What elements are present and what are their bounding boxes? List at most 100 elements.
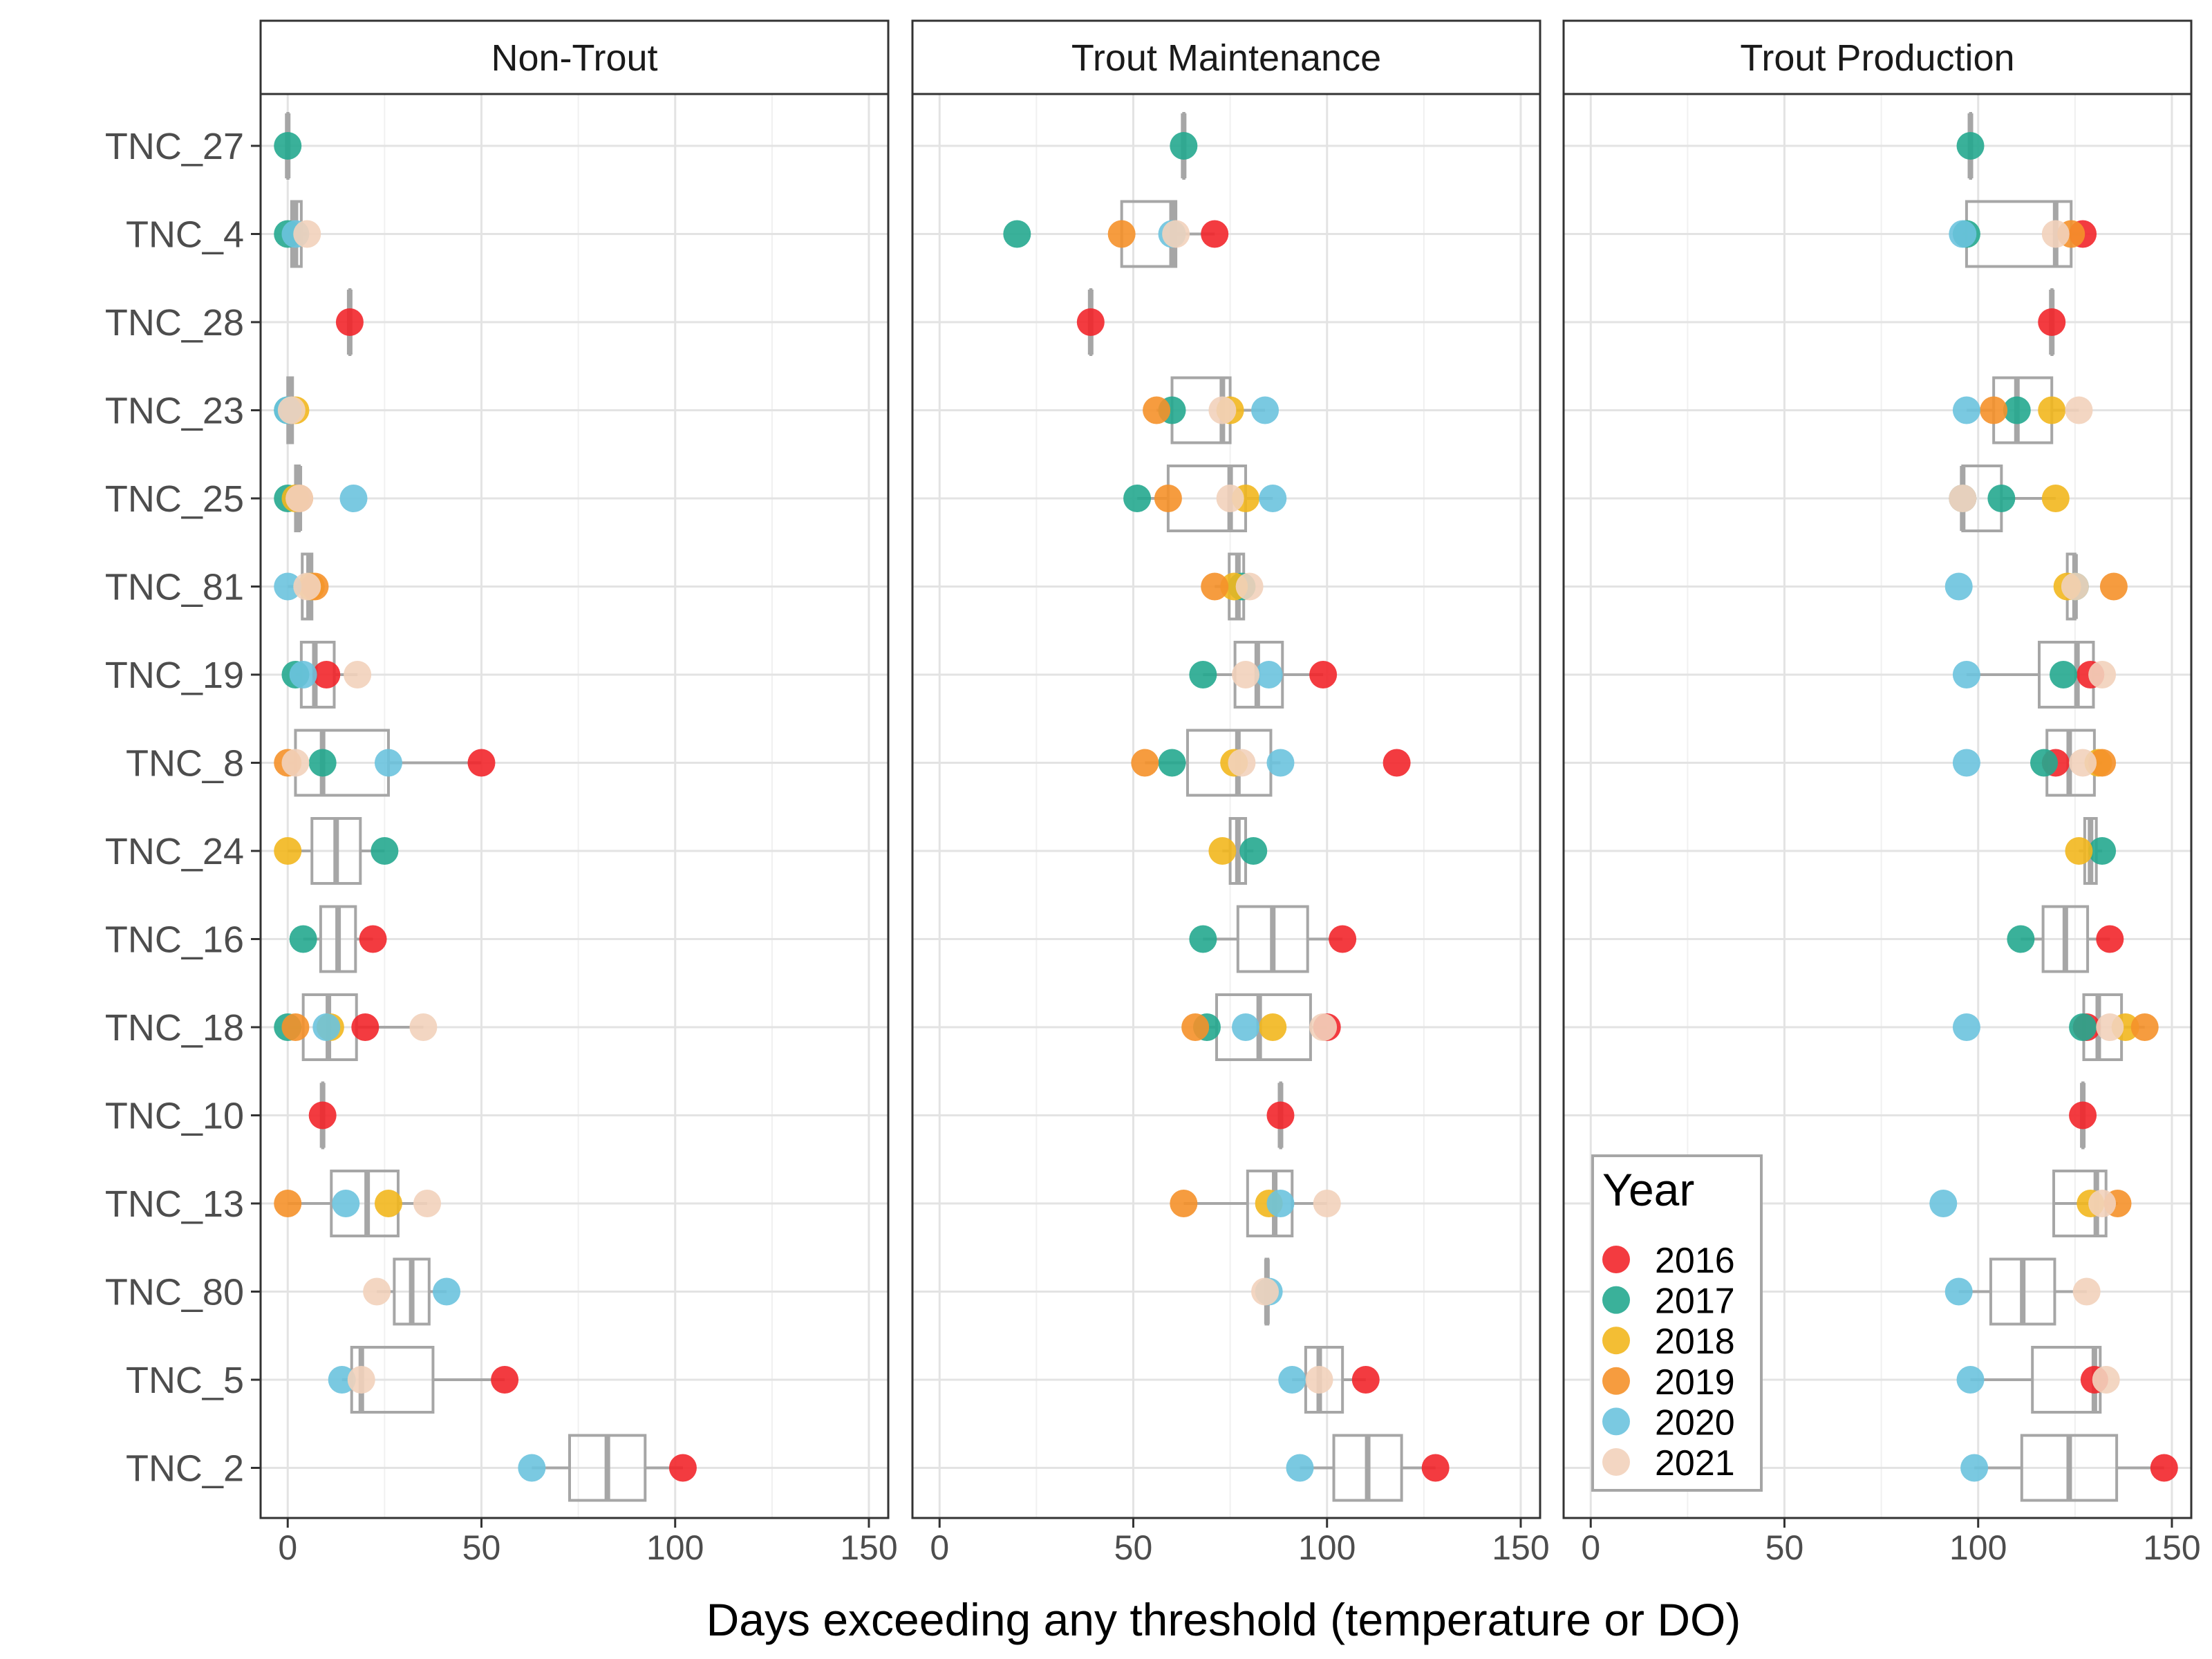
- y-tick-label: TNC_13: [105, 1183, 244, 1225]
- point-2021: [347, 1366, 375, 1394]
- point-2021: [413, 1190, 442, 1217]
- point-2021: [1232, 661, 1260, 688]
- point-2018: [274, 837, 302, 865]
- point-2019: [1980, 396, 2008, 424]
- legend-box: [1591, 1154, 1763, 1492]
- point-2016: [335, 308, 364, 336]
- point-2021: [1313, 1190, 1341, 1217]
- boxplot: [1203, 905, 1343, 973]
- legend-label-2021: 2021: [1655, 1443, 1735, 1483]
- point-2016: [1201, 220, 1229, 248]
- point-2019: [274, 1190, 302, 1217]
- point-2018: [1259, 1013, 1287, 1041]
- point-2017: [2003, 396, 2031, 424]
- x-tick-label: 100: [646, 1528, 704, 1567]
- point-2021: [2041, 220, 2070, 248]
- point-2016: [2069, 1101, 2097, 1130]
- y-tick-label: TNC_5: [126, 1360, 244, 1401]
- point-2021: [281, 749, 310, 777]
- point-2017: [1003, 220, 1031, 248]
- point-2016: [491, 1366, 519, 1394]
- point-2019: [2099, 572, 2128, 601]
- point-2020: [1944, 572, 1973, 601]
- y-tick-label: TNC_8: [126, 743, 244, 785]
- point-2017: [1956, 132, 1985, 160]
- point-2016: [308, 1101, 337, 1130]
- point-2021: [285, 485, 314, 512]
- point-2020: [1952, 396, 1980, 424]
- point-2019: [2130, 1013, 2159, 1041]
- point-2019: [1170, 1190, 1198, 1217]
- point-2021: [1949, 485, 1977, 512]
- panel-non-trout: Non-Trout 0 50 100 150: [259, 19, 898, 1567]
- legend-label-2018: 2018: [1655, 1322, 1735, 1362]
- point-2021: [409, 1013, 438, 1041]
- point-2020: [1944, 1277, 1973, 1306]
- facet-strip-label: Non-Trout: [491, 37, 657, 79]
- y-axis: TNC_27 TNC_4 TNC_28 TNC_23 TNC_25 TNC_81 TNC_1…: [105, 126, 261, 1490]
- x-tick-label: 0: [930, 1528, 949, 1567]
- point-2020: [1949, 220, 1977, 248]
- panel-trout-maintenance: Trout Maintenance 0 50 100 150: [911, 19, 1550, 1567]
- point-2021: [293, 572, 321, 601]
- y-tick-label: TNC_2: [126, 1448, 244, 1490]
- panel-border: [1562, 93, 2193, 1519]
- point-2020: [1278, 1366, 1306, 1394]
- y-tick-label: TNC_25: [105, 478, 244, 520]
- point-2017: [2069, 1013, 2097, 1041]
- legend-label-2016: 2016: [1655, 1241, 1735, 1281]
- legend-key-2017: [1602, 1286, 1630, 1314]
- legend-label-2019: 2019: [1655, 1362, 1735, 1403]
- facet-strip: [911, 19, 1541, 95]
- legend-key-2016: [1602, 1246, 1630, 1273]
- point-2019: [1181, 1013, 1210, 1041]
- point-2020: [1266, 1190, 1295, 1217]
- point-2020: [1929, 1190, 1958, 1217]
- point-2021: [277, 396, 306, 424]
- point-2021: [1305, 1366, 1333, 1394]
- point-2021: [2088, 1190, 2117, 1217]
- point-2019: [1107, 220, 1136, 248]
- y-tick-label: TNC_27: [105, 126, 244, 167]
- x-axis-title: Days exceeding any threshold (temperatur…: [706, 1594, 1741, 1645]
- legend-title: Year: [1602, 1164, 1694, 1215]
- facet-strip: [259, 19, 890, 95]
- x-tick-label: 100: [1298, 1528, 1356, 1567]
- point-2021: [2088, 661, 2117, 688]
- point-2017: [1987, 485, 2016, 512]
- point-2016: [2096, 925, 2124, 953]
- point-2016: [1382, 749, 1411, 777]
- y-tick-label: TNC_19: [105, 655, 244, 696]
- point-2017: [2050, 661, 2078, 688]
- point-2017: [2088, 837, 2117, 865]
- point-2017: [371, 837, 399, 865]
- point-2017: [2007, 925, 2035, 953]
- x-tick-label: 0: [1581, 1528, 1600, 1567]
- point-2021: [1162, 220, 1190, 248]
- legend-key-2018: [1602, 1327, 1630, 1355]
- point-2017: [274, 132, 302, 160]
- point-2018: [2065, 837, 2093, 865]
- point-2017: [1189, 661, 1217, 688]
- point-2020: [1952, 749, 1980, 777]
- panel-border: [259, 93, 890, 1519]
- point-2021: [1309, 1013, 1338, 1041]
- point-2017: [1158, 749, 1186, 777]
- point-2020: [518, 1454, 546, 1482]
- point-2016: [1309, 661, 1338, 688]
- point-2021: [2072, 1277, 2101, 1306]
- point-2020: [1255, 661, 1283, 688]
- x-tick-label: 50: [1114, 1528, 1153, 1567]
- legend-key-2020: [1602, 1407, 1630, 1436]
- point-2020: [1259, 485, 1287, 512]
- plot-area: [912, 94, 1540, 1518]
- point-2020: [1286, 1454, 1314, 1482]
- point-2020: [1952, 661, 1980, 688]
- point-2020: [1251, 396, 1280, 424]
- x-tick-label: 100: [1949, 1528, 2007, 1567]
- point-2021: [1228, 749, 1256, 777]
- legend-key-2021: [1602, 1448, 1630, 1476]
- legend-key-2019: [1602, 1367, 1630, 1395]
- panels: Non-Trout 0 50 100 150 Trout Maintenance 0 50 10…: [259, 19, 2201, 1567]
